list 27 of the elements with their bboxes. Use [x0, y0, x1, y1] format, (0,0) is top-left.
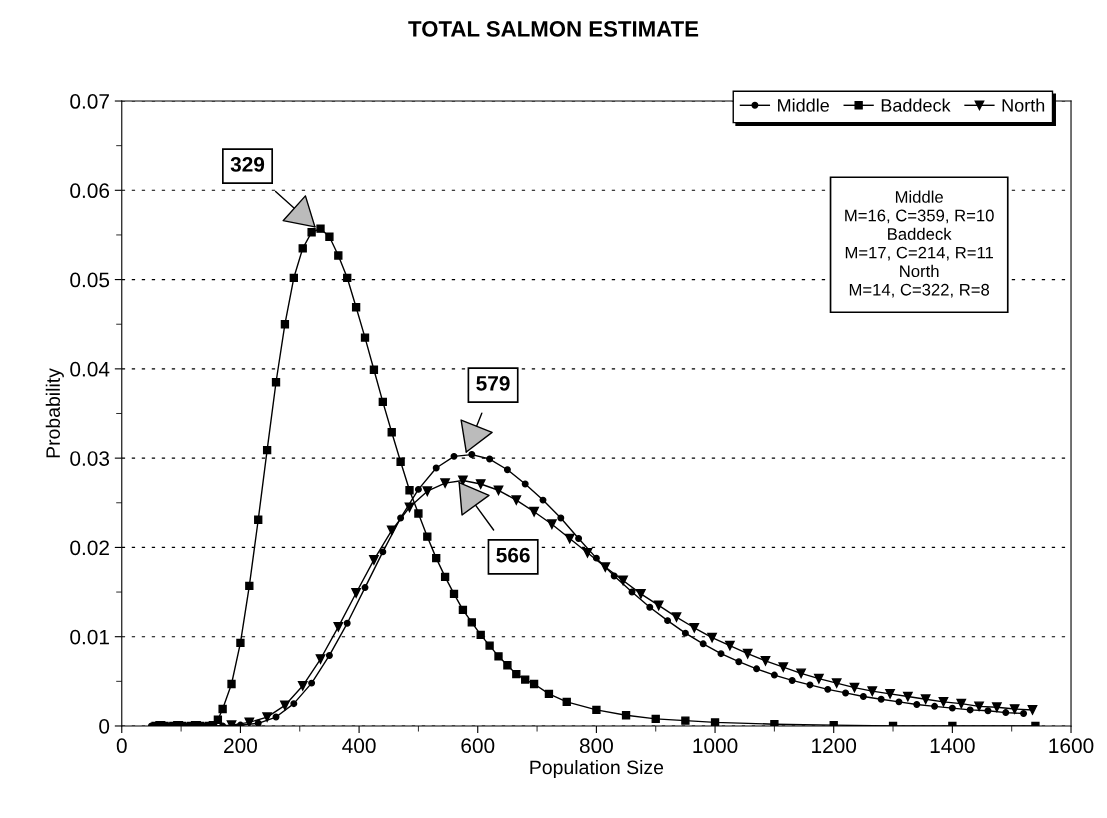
annotation: Middle M=16, C=359, R=10 Baddeck M=17, C=214, R=11 North M=14, C=322, R=8	[845, 190, 994, 298]
x-axis-title: Population Size	[530, 759, 664, 779]
legend-label: North	[1002, 98, 1045, 112]
y-tick-label: 0.07	[70, 94, 109, 109]
x-tick-label: 400	[342, 738, 376, 754]
x-tick-label: 600	[461, 738, 495, 754]
x-tick-label: 0	[116, 738, 127, 754]
x-tick-label: 800	[579, 738, 613, 754]
legend-label: Middle	[778, 98, 829, 112]
y-tick-label: 0.02	[70, 540, 109, 556]
legend-label: Baddeck	[881, 98, 951, 112]
y-tick-label: 0.01	[70, 629, 109, 645]
y-axis-title: Probability	[45, 368, 64, 458]
x-tick-label: 1600	[1049, 738, 1094, 754]
annotation: 329	[230, 157, 265, 172]
y-tick-label: 0.03	[70, 451, 110, 466]
x-tick-label: 1200	[812, 738, 857, 754]
y-tick-label: 0	[99, 718, 110, 734]
annotation: 566	[496, 547, 530, 563]
x-tick-label: 200	[224, 738, 257, 754]
y-tick-label: 0.06	[70, 183, 110, 199]
chart-title: TOTAL SALMON ESTIMATE	[408, 21, 699, 37]
annotation: 579	[476, 375, 510, 391]
y-tick-label: 0.05	[70, 272, 110, 288]
x-tick-label: 1000	[693, 738, 738, 754]
x-tick-label: 1400	[930, 738, 975, 754]
y-tick-label: 0.04	[70, 361, 110, 377]
